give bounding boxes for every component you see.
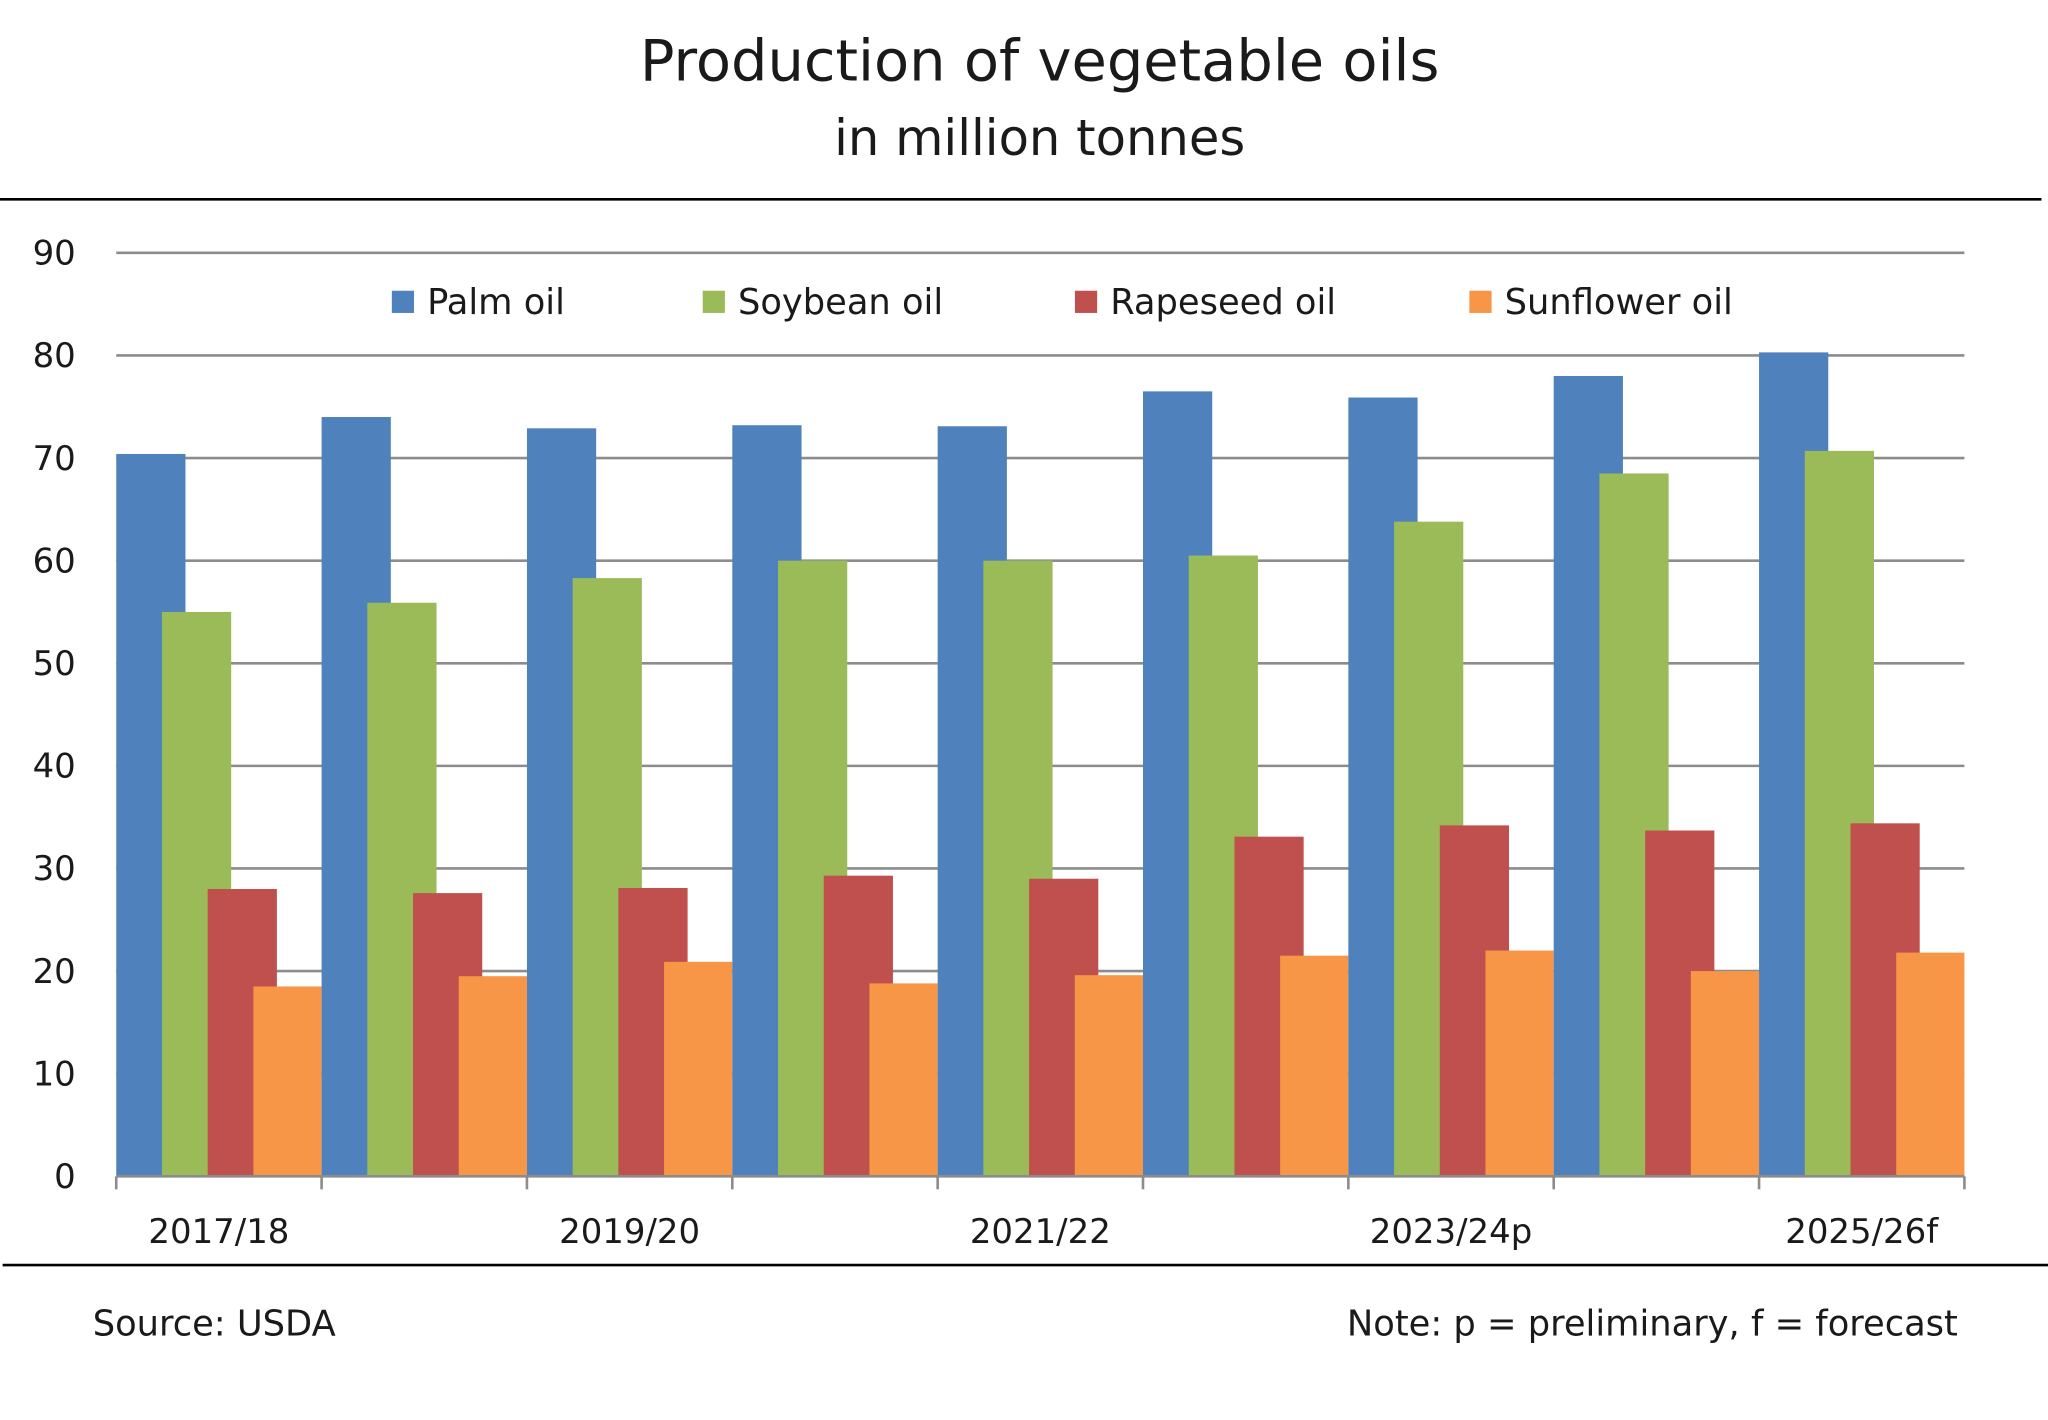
legend-swatch <box>391 290 415 313</box>
y-tick-label: 90 <box>33 234 76 274</box>
legend-label: Soybean oil <box>738 282 943 323</box>
bar-sunflower-oil <box>458 976 527 1177</box>
x-tick-label: 2017/18 <box>148 1212 289 1252</box>
bar-sunflower-oil <box>1280 955 1349 1177</box>
chart-title: Production of vegetable oils <box>640 27 1440 94</box>
bar-sunflower-oil <box>1485 950 1554 1177</box>
legend-swatch <box>1469 290 1492 313</box>
bars <box>116 352 1965 1177</box>
y-tick-label: 0 <box>54 1157 76 1197</box>
x-tick-label: 2023/24p <box>1370 1212 1533 1252</box>
legend-label: Sunflower oil <box>1505 282 1733 323</box>
y-tick-label: 80 <box>33 336 76 376</box>
source-note: Source: USDA <box>93 1304 336 1345</box>
bar-sunflower-oil <box>253 986 322 1177</box>
y-tick-label: 30 <box>33 849 76 889</box>
bar-sunflower-oil <box>869 983 938 1177</box>
x-tick-label: 2021/22 <box>970 1212 1111 1252</box>
legend-swatch <box>1074 290 1098 313</box>
bar-sunflower-oil <box>664 961 733 1177</box>
x-tick-label: 2025/26f <box>1785 1212 1939 1252</box>
bar-sunflower-oil <box>1896 952 1965 1177</box>
legend-swatch <box>702 290 725 313</box>
bar-sunflower-oil <box>1690 971 1760 1177</box>
bar-sunflower-oil <box>1074 975 1144 1177</box>
legend-label: Rapeseed oil <box>1110 282 1336 323</box>
legend: Palm oil Soybean oil Rapeseed oil Sunflower… <box>391 282 1733 323</box>
y-tick-label: 20 <box>33 952 76 992</box>
x-tick-label: 2019/20 <box>559 1212 700 1252</box>
footnote: Note: p = preliminary, f = forecast <box>1347 1304 1958 1345</box>
y-tick-label: 50 <box>33 644 76 684</box>
legend-label: Palm oil <box>427 282 565 323</box>
chart-subtitle: in million tonnes <box>834 109 1245 167</box>
x-axis: 2017/18 2019/20 2021/22 2023/24p 2025/26f <box>114 1174 1966 1252</box>
y-tick-label: 40 <box>33 747 76 787</box>
y-axis-tick-labels: 0 10 20 30 40 50 60 70 80 90 <box>33 234 76 1197</box>
y-tick-label: 60 <box>33 541 76 581</box>
y-tick-label: 70 <box>33 439 76 479</box>
y-tick-label: 10 <box>33 1054 76 1094</box>
